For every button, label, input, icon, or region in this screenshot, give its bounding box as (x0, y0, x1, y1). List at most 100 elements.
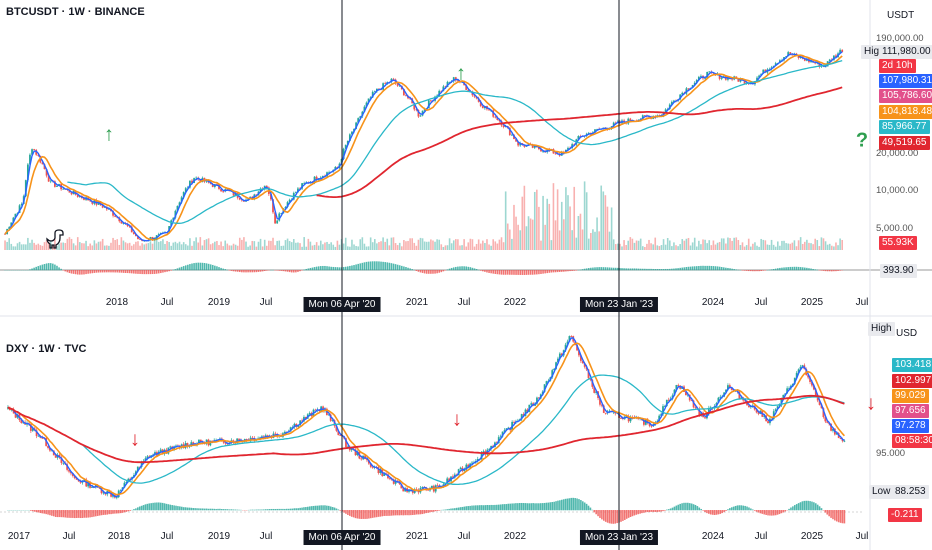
btc-volume-bar (170, 245, 173, 250)
btc-volume-bar (274, 245, 276, 250)
btc-macd-bar (787, 267, 789, 271)
btc-volume-bar (228, 245, 231, 250)
dxy-macd-bar (547, 502, 550, 511)
btc-price-badge: 2d 10h (879, 59, 916, 73)
btc-candle (101, 205, 104, 208)
btc-volume-bar (511, 238, 513, 250)
btc-volume-bar (197, 242, 200, 250)
btc-macd-bar (521, 270, 524, 275)
dxy-macd-bar (158, 502, 160, 511)
dxy-macd-bar (624, 510, 626, 520)
dxy-macd-bar (196, 508, 198, 511)
btc-volume-bar (286, 238, 289, 250)
dxy-macd-bar (501, 504, 504, 511)
btc-macd-bar (737, 269, 740, 271)
dxy-macd-bar (587, 505, 590, 511)
btc-candle (20, 203, 23, 206)
btc-macd-bar (54, 264, 56, 271)
dxy-candle (452, 476, 454, 478)
btc-volume-bar (608, 231, 611, 250)
btc-macd-bar (160, 270, 162, 274)
btc-volume-bar (774, 246, 777, 250)
btc-candle (294, 192, 297, 194)
btc-volume-bar (727, 237, 729, 250)
btc-volume-bar (455, 239, 457, 250)
dxy-macd-bar (156, 502, 158, 511)
dxy-macd-bar (100, 510, 103, 516)
btc-candle (814, 62, 817, 64)
dxy-candle (579, 355, 582, 361)
btc-candle (12, 217, 15, 223)
dxy-candle (774, 409, 777, 412)
btc-macd-bar (702, 265, 704, 271)
btc-candle (519, 143, 522, 146)
btc-macd-bar (831, 270, 833, 272)
btc-macd-bar (745, 270, 748, 271)
btc-volume-bar (791, 242, 794, 250)
btc-macd-bar (432, 270, 434, 274)
btc-volume-bar (178, 241, 181, 250)
btc-volume-bar (290, 242, 293, 250)
btc-volume-bar (85, 240, 87, 250)
dxy-candle (389, 478, 391, 480)
dxy-candle (536, 397, 538, 404)
btc-candle (587, 132, 590, 134)
btc-volume-bar (334, 246, 337, 250)
btc-volume-bar (128, 242, 131, 250)
btc-x-tick: Jul (754, 297, 768, 308)
btc-macd-bar (498, 270, 501, 275)
dxy-macd-bar (402, 510, 405, 516)
btc-candle (315, 176, 318, 181)
dxy-macd-bar (675, 505, 678, 511)
btc-volume-bar (403, 240, 405, 250)
btc-macd-bar (247, 270, 249, 273)
dxy-macd-bar (679, 503, 681, 511)
btc-candle (234, 193, 237, 196)
dxy-candle (396, 480, 399, 482)
btc-volume-bar (25, 244, 27, 250)
btc-macd-bar (571, 270, 573, 271)
btc-macd-bar (494, 270, 497, 274)
btc-volume-bar (280, 245, 283, 250)
dxy-macd-bar (826, 510, 829, 515)
btc-macd-bar (668, 268, 671, 271)
dxy-macd-bar (688, 503, 691, 511)
btc-macd-bar (394, 264, 397, 271)
btc-volume-bar (666, 238, 669, 250)
btc-macd-bar (155, 270, 158, 274)
btc-volume-bar (766, 244, 769, 250)
btc-volume-bar (45, 240, 48, 250)
dxy-candle (50, 450, 53, 452)
btc-macd-bar (363, 262, 366, 271)
dxy-macd-bar (709, 510, 712, 515)
dxy-macd-bar (35, 510, 38, 513)
btc-macd-bar (72, 270, 75, 274)
btc-macd-bar (292, 270, 295, 273)
dxy-candle (488, 448, 491, 450)
dino-logo-icon (46, 229, 64, 249)
dxy-x-tick: Jul (855, 531, 869, 542)
btc-volume-bar (835, 242, 837, 250)
btc-macd-bar (241, 270, 243, 273)
dxy-candle (667, 399, 670, 401)
btc-macd-bar (407, 267, 409, 271)
dxy-macd-bar (270, 508, 273, 511)
btc-volume-bar (604, 195, 607, 250)
btc-candle (70, 192, 73, 195)
dxy-macd-bar (121, 510, 124, 513)
btc-macd-bar (536, 270, 538, 275)
btc-volume-bar (209, 244, 212, 250)
btc-volume-bar (693, 237, 696, 250)
dxy-macd-bar (471, 505, 473, 511)
btc-macd-bar (438, 270, 440, 273)
btc-volume-bar (614, 244, 617, 250)
btc-macd-bar (662, 269, 665, 271)
dxy-macd-bar (790, 507, 792, 511)
dxy-macd-bar (180, 506, 183, 511)
dxy-candle (646, 419, 649, 424)
btc-macd-bar (533, 270, 536, 275)
btc-macd-bar (423, 270, 426, 274)
btc-candle (180, 197, 183, 203)
dxy-price-badge: 97.656 (892, 404, 929, 418)
